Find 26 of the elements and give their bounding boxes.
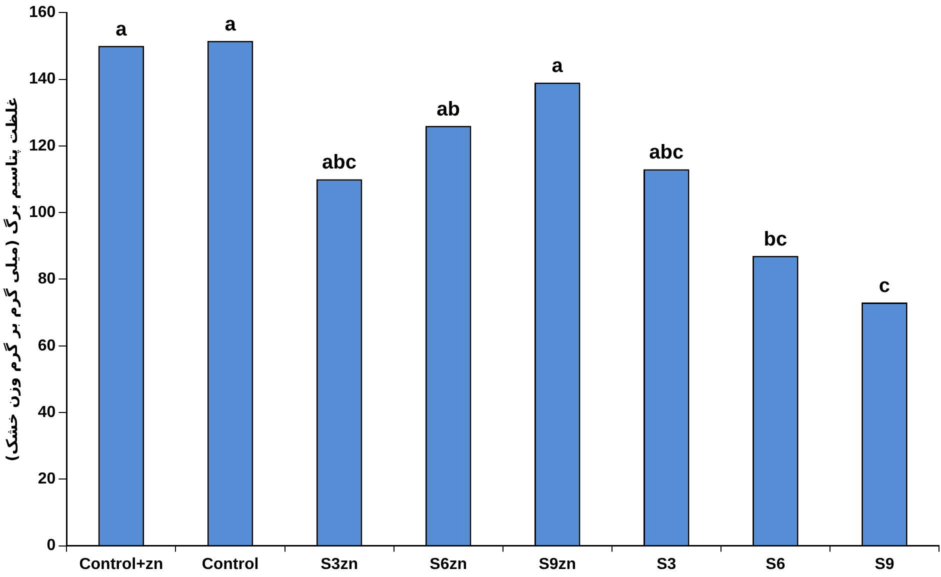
y-tick-label: 100	[28, 204, 56, 221]
annotation: a	[116, 18, 128, 40]
y-tick-label: 60	[38, 337, 56, 354]
y-tick-label: 140	[28, 70, 56, 88]
annotation: a	[552, 55, 564, 78]
x-tick-label: S3	[656, 556, 676, 573]
y-tick-label: 20	[38, 470, 56, 488]
x-tick-label: S6	[766, 556, 786, 573]
y-tick-label: 160	[28, 4, 56, 22]
y-tick-label: 80	[38, 270, 56, 288]
annotation: abc	[322, 152, 357, 174]
annotation: ab	[436, 98, 460, 120]
y-tick-label: 0	[46, 537, 56, 554]
annotation: bc	[764, 228, 788, 250]
x-tick-label: S6zn	[430, 556, 467, 573]
x-tick-label: Control	[202, 556, 259, 573]
annotation: abc	[649, 142, 684, 164]
y-tick-label: 120	[28, 137, 56, 154]
x-tick-label: S9	[874, 556, 894, 573]
y-axis-title: غلظت پتاسیم برگ (میلی گرم بر گرم وزن خشک)	[2, 96, 21, 462]
y-tick-label: 40	[38, 404, 56, 421]
annotation: c	[878, 275, 890, 298]
annotation: a	[224, 13, 237, 36]
x-tick-label: S3zn	[320, 556, 358, 573]
x-tick-label: S9zn	[538, 556, 576, 573]
x-tick-label: Control+zn	[79, 556, 164, 573]
